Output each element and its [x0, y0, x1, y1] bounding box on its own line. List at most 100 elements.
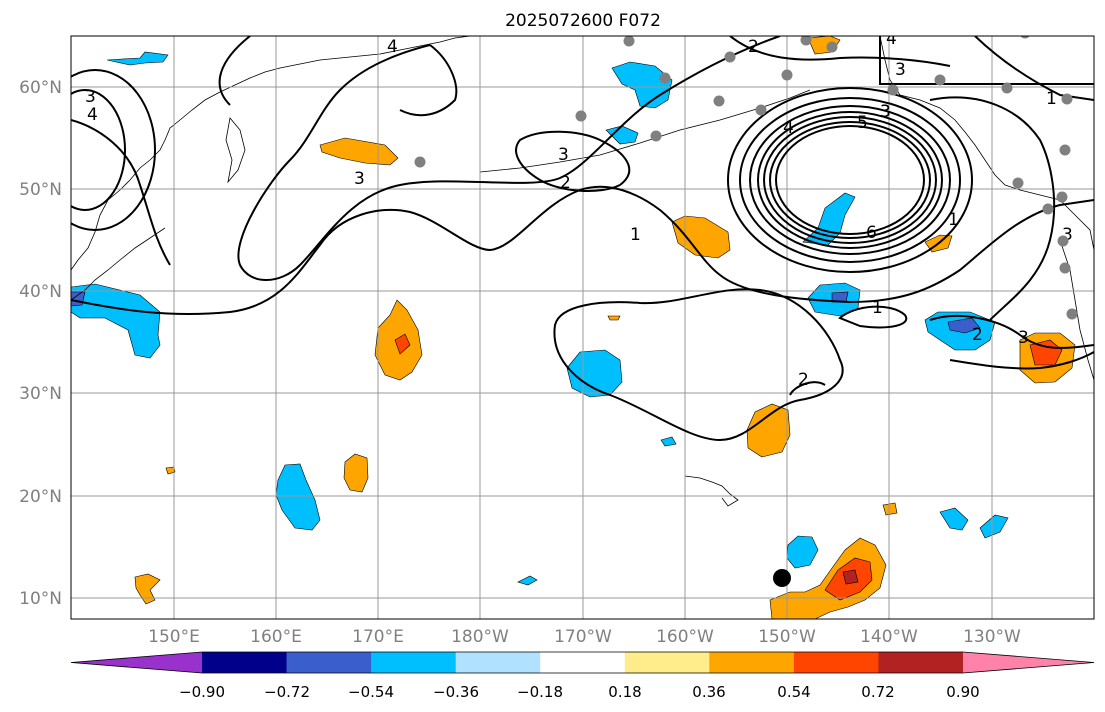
coastline-japan: [71, 227, 166, 301]
colorbar-segment: [709, 652, 795, 673]
contour-ring: [739, 97, 961, 263]
colorbar-segment: [286, 652, 372, 673]
lon-tick-label: 140°W: [860, 627, 918, 647]
low-pressure-contours: [727, 87, 973, 273]
lon-tick-label: 170°E: [352, 627, 404, 647]
contour-line: [929, 96, 1056, 321]
colorbar-outline: [70, 651, 1095, 674]
contour-label: 4: [783, 118, 794, 138]
lat-tick-label: 30°N: [19, 384, 62, 404]
colorbar-tick-label: −0.54: [348, 683, 394, 701]
contour-label-group: 4 3 4 3 2 3 3 3 2 1 3 5 4 6 1 1 1 2 3 2 …: [85, 29, 1073, 390]
station-marker: [887, 84, 899, 96]
contour-label: 3: [880, 102, 891, 122]
contour-line: [515, 130, 631, 193]
colorbar-tick-label: −0.18: [517, 683, 563, 701]
lat-tick-label: 60°N: [19, 78, 62, 98]
station-marker: [1059, 262, 1071, 274]
station-marker: [650, 130, 662, 142]
contour-label: 3: [85, 87, 96, 107]
station-marker: [713, 95, 725, 107]
colorbar-segment: [624, 652, 710, 673]
contour-line: [974, 36, 1094, 101]
station-marker: [1042, 203, 1054, 215]
contour-label: 4: [387, 37, 398, 57]
contour-label: 6: [866, 223, 877, 243]
station-marker: [1061, 93, 1073, 105]
anomaly-negative-region: [106, 51, 169, 66]
contour-ring: [71, 69, 156, 231]
contour-label: 2: [560, 173, 571, 193]
colorbar-segment: [202, 652, 288, 673]
contour-label: 1: [630, 225, 641, 245]
colorbar-segment: [455, 652, 541, 673]
contour-line: [399, 44, 458, 117]
colorbar: −0.90 −0.72 −0.54 −0.36 −0.18 0.18 0.36 …: [70, 651, 1095, 701]
station-marker: [724, 51, 736, 63]
contour-ring: [727, 87, 973, 273]
colorbar-tick-label: 0.18: [608, 683, 641, 701]
contour-label: 2: [798, 370, 809, 390]
anomaly-negative-region: [786, 535, 819, 569]
lon-tick-label: 180°W: [451, 627, 509, 647]
contour-line: [237, 36, 781, 281]
anomaly-negative-region: [517, 575, 538, 586]
lat-tick-label: 10°N: [19, 589, 62, 609]
anomaly-negative-region: [939, 507, 969, 531]
station-marker: [1066, 308, 1078, 320]
lon-tick-label: 150°E: [148, 627, 200, 647]
contour-line: [879, 36, 1094, 85]
colorbar-tick-labels: −0.90 −0.72 −0.54 −0.36 −0.18 0.18 0.36 …: [179, 683, 980, 701]
colorbar-tick-label: 0.90: [946, 683, 979, 701]
anomaly-negative-region: [660, 436, 677, 447]
contour-label: 2: [972, 325, 983, 345]
colorbar-segment: [793, 652, 879, 673]
station-markers: [414, 36, 1078, 320]
storm-center-marker: [773, 569, 791, 587]
map-plot-area: 4 3 4 3 2 3 3 3 2 1 3 5 4 6 1 1 1 2 3 2 …: [71, 29, 1094, 619]
colorbar-tick-label: −0.36: [433, 683, 479, 701]
lat-tick-label: 50°N: [19, 180, 62, 200]
anomaly-positive-region: [165, 466, 176, 475]
anomaly-positive-region: [671, 215, 731, 259]
contour-line: [929, 314, 1094, 349]
contour-label: 3: [1018, 328, 1029, 348]
anomaly-positive-region: [134, 573, 161, 605]
colorbar-extend-high: [963, 652, 1094, 673]
contour-ring: [763, 116, 937, 244]
anomaly-negative-region: [71, 283, 161, 359]
colorbar-tick-label: 0.72: [861, 683, 894, 701]
station-marker: [659, 72, 671, 84]
contour-line: [789, 381, 826, 396]
map-title: 2025072600 F072: [505, 11, 661, 31]
lon-tick-label: 170°W: [554, 627, 612, 647]
anomaly-positive-region: [394, 333, 411, 355]
anomaly-positive-region: [343, 453, 369, 493]
colorbar-segment: [878, 652, 964, 673]
contour-label: 3: [880, 102, 891, 122]
anomaly-positive-region: [842, 569, 859, 585]
contour-lines: [71, 36, 1094, 442]
contour-label: 1: [1046, 89, 1057, 109]
contour-line: [838, 305, 908, 329]
anomaly-positive-region: [882, 502, 898, 516]
contour-line: [949, 351, 1094, 370]
contour-label: 4: [886, 29, 897, 49]
contour-label: 5: [857, 113, 868, 133]
lat-tick-label: 20°N: [19, 487, 62, 507]
contour-line: [729, 36, 951, 67]
colorbar-segments: [70, 651, 1095, 674]
anomaly-negative-region: [275, 463, 321, 531]
coastline-alaska: [879, 36, 1094, 251]
colorbar-tick-label: 0.54: [777, 683, 810, 701]
station-marker: [1056, 191, 1068, 203]
contour-ring: [775, 125, 925, 235]
lon-tick-label: 150°W: [758, 627, 816, 647]
lon-tick-label: 160°E: [250, 627, 302, 647]
colorbar-tick-label: −0.90: [179, 683, 225, 701]
contour-ring: [749, 105, 951, 255]
contour-line: [71, 119, 171, 266]
station-marker: [414, 156, 426, 168]
contour-label: 3: [558, 145, 569, 165]
station-marker: [781, 69, 793, 81]
